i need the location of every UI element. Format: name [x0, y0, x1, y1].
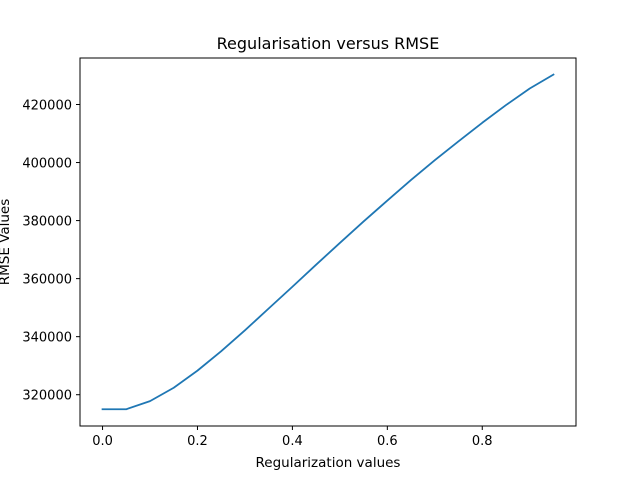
x-tick-label: 0.6 — [377, 434, 398, 449]
plot-area — [101, 73, 555, 411]
y-axis: 320000 340000 360000 380000 400000 420000 — [22, 98, 80, 404]
chart-title: Regularisation versus RMSE — [217, 34, 440, 53]
y-tick-label: 380000 — [22, 215, 72, 230]
series-line — [101, 73, 555, 411]
axes-frame — [79, 57, 577, 427]
y-tick-label: 340000 — [22, 331, 72, 346]
x-axis-label: Regularization values — [256, 455, 401, 471]
x-tick-label: 0.8 — [472, 434, 493, 449]
x-tick-label: 0.0 — [92, 434, 113, 449]
y-tick-label: 420000 — [22, 98, 72, 113]
y-tick-label: 360000 — [22, 273, 72, 288]
y-tick-label: 320000 — [22, 389, 72, 404]
y-tick-label: 400000 — [22, 157, 72, 172]
x-axis: 0.0 0.2 0.4 0.6 0.8 — [92, 426, 493, 449]
x-tick-label: 0.2 — [187, 434, 208, 449]
y-axis-label: RMSE Values — [0, 199, 13, 286]
x-tick-label: 0.4 — [282, 434, 303, 449]
